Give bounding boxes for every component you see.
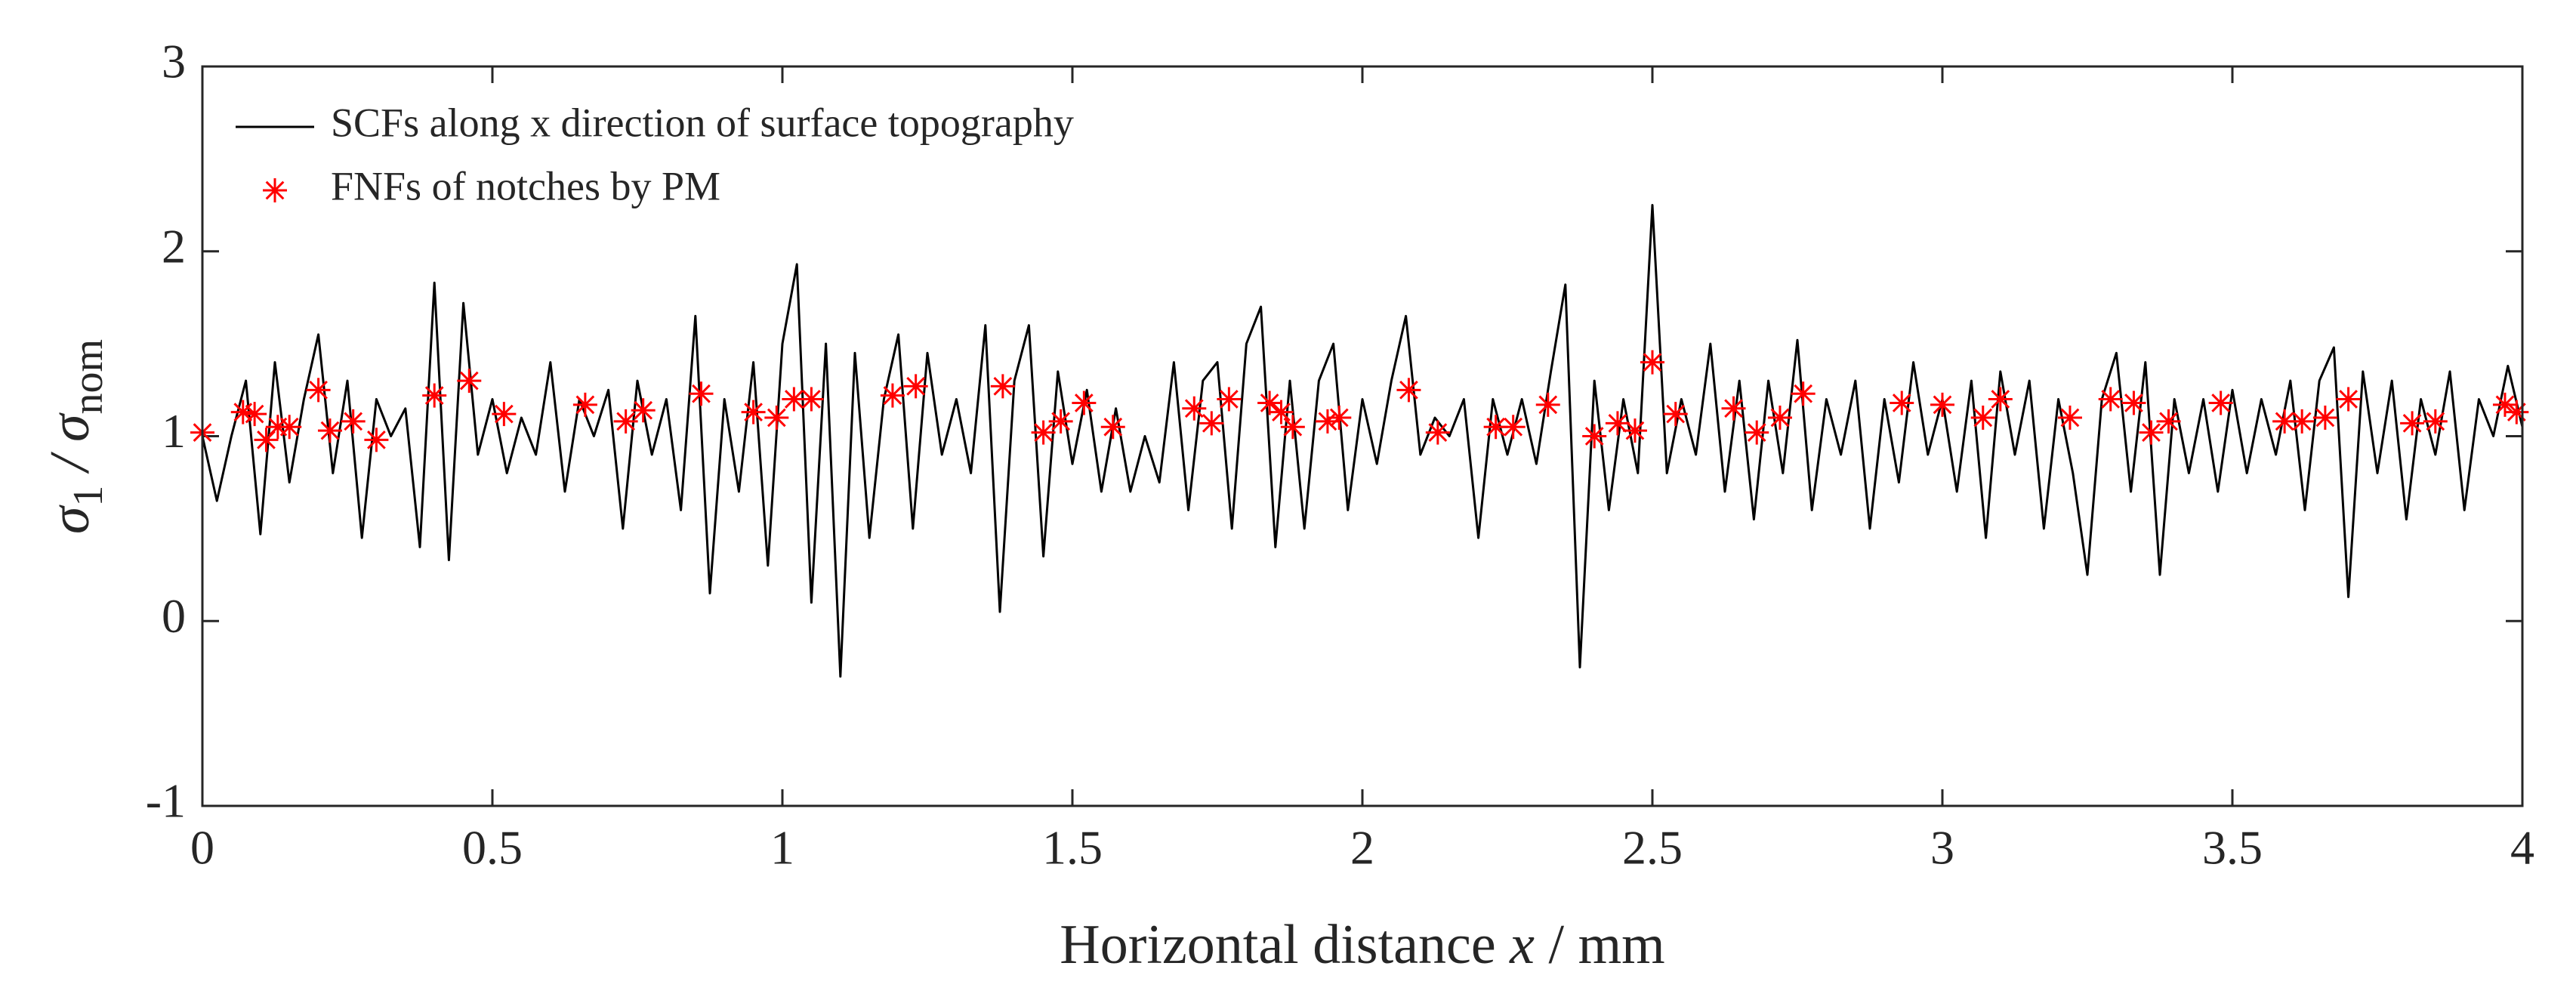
data-point — [1663, 402, 1688, 427]
data-point — [1767, 406, 1792, 431]
data-point — [1199, 411, 1224, 436]
x-label-part: x — [1509, 914, 1535, 976]
x-tick-label: 0.5 — [462, 821, 523, 875]
data-point — [990, 374, 1015, 399]
data-point — [492, 402, 517, 427]
legend-label: SCFs along x direction of surface topogr… — [331, 100, 1074, 145]
data-point — [422, 383, 447, 408]
data-point — [1930, 392, 1954, 417]
data-point — [2336, 387, 2361, 412]
y-axis-label: σ1 / σnom — [39, 339, 112, 534]
x-tick-label: 2.5 — [1622, 821, 1683, 875]
data-point — [613, 409, 638, 434]
data-point — [764, 406, 789, 431]
y-tick-label: 2 — [162, 219, 186, 273]
x-tick-label: 3.5 — [2202, 821, 2263, 875]
legend-swatch — [263, 178, 287, 202]
data-line — [201, 204, 2524, 678]
data-point — [1072, 390, 1097, 415]
data-point — [1182, 396, 1207, 421]
data-point — [741, 400, 766, 424]
data-point — [1327, 406, 1352, 431]
data-point — [2272, 409, 2297, 434]
data-point — [317, 418, 342, 443]
data-point — [1605, 411, 1630, 436]
y-label-part: 1 — [65, 486, 112, 507]
data-point — [1269, 400, 1294, 424]
data-point — [1582, 424, 1607, 449]
data-point — [2504, 400, 2529, 424]
data-point — [230, 400, 255, 424]
data-point — [2057, 406, 2082, 431]
x-tick-label: 1 — [770, 821, 794, 875]
data-point — [1396, 378, 1421, 403]
data-point — [277, 415, 302, 440]
data-point — [1745, 420, 1769, 445]
x-tick-label: 3 — [1930, 821, 1954, 875]
data-point — [1257, 390, 1282, 415]
y-tick-label: 1 — [162, 404, 186, 458]
data-point — [1425, 420, 1450, 445]
y-tick-label: -1 — [146, 774, 186, 828]
y-tick-label: 3 — [162, 35, 186, 88]
data-point — [1100, 415, 1125, 440]
data-point — [242, 402, 267, 427]
data-point — [1890, 390, 1914, 415]
x-tick-label: 4 — [2510, 821, 2534, 875]
data-point — [1048, 409, 1073, 434]
x-tick-label: 2 — [1350, 821, 1374, 875]
data-point — [631, 398, 656, 423]
data-point — [689, 381, 714, 406]
data-point — [1483, 415, 1508, 440]
data-point — [1501, 415, 1526, 440]
data-point — [364, 427, 389, 452]
data-point — [1280, 415, 1305, 440]
x-label-part: / mm — [1535, 914, 1665, 976]
data-point — [254, 427, 279, 452]
data-point — [2423, 409, 2448, 434]
y-label-part: nom — [65, 339, 112, 415]
y-tick-label: 0 — [162, 589, 186, 643]
data-point — [457, 369, 482, 394]
data-point — [1535, 392, 1560, 417]
data-point — [1031, 420, 1056, 445]
legend-label: FNFs of notches by PM — [331, 163, 720, 208]
data-point — [1640, 350, 1664, 375]
x-tick-label: 0 — [190, 821, 214, 875]
data-point — [799, 387, 824, 412]
data-point — [2156, 409, 2181, 434]
data-point — [1622, 418, 1647, 443]
data-point — [306, 378, 331, 403]
data-point — [1970, 406, 1995, 431]
data-point — [2098, 387, 2123, 412]
y-label-part: σ — [39, 505, 101, 534]
x-tick-label: 1.5 — [1042, 821, 1103, 875]
data-point — [2208, 390, 2233, 415]
data-point — [572, 392, 597, 417]
data-point — [2400, 411, 2425, 436]
data-point — [1217, 387, 1242, 412]
data-point — [2139, 420, 2164, 445]
data-point — [782, 387, 807, 412]
data-point — [2312, 406, 2337, 431]
data-point — [1315, 409, 1340, 434]
data-point — [2290, 409, 2315, 434]
data-point — [2121, 390, 2146, 415]
data-point — [2492, 392, 2517, 417]
data-point — [1721, 396, 1746, 421]
plot-frame — [201, 65, 2524, 807]
data-point — [1791, 381, 1816, 406]
data-point — [341, 409, 366, 434]
y-label-part: / σ — [39, 412, 101, 486]
x-axis-label: Horizontal distance x / mm — [1060, 914, 1664, 976]
data-point — [1988, 387, 2013, 412]
data-point — [880, 383, 905, 408]
data-point — [903, 374, 928, 399]
x-label-part: Horizontal distance — [1060, 914, 1510, 976]
